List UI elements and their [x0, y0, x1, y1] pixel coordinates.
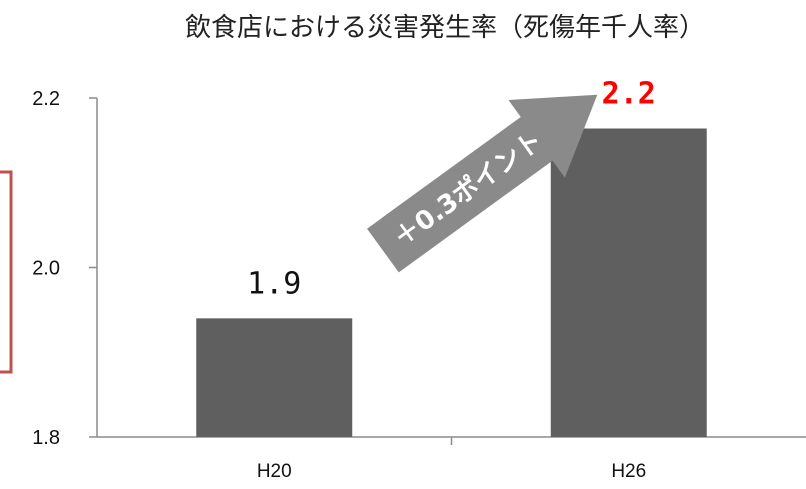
- arrow-annotation-label: ＋0.3ポイント: [388, 125, 549, 254]
- data-label-h20: 1.9: [247, 266, 301, 301]
- x-category-label: H20: [257, 461, 292, 482]
- bar-h20: [196, 318, 353, 437]
- y-tick-label: 2.0: [32, 258, 60, 280]
- data-label-h26: 2.2: [602, 77, 656, 112]
- y-tick-label: 2.2: [32, 88, 60, 110]
- arrow-shape: [367, 94, 598, 273]
- y-tick-label: 1.8: [32, 427, 60, 449]
- bar-h26: [550, 128, 707, 437]
- x-category-label: H26: [611, 461, 646, 482]
- side-box-frame: [0, 170, 13, 374]
- chart-title: 飲食店における災害発生率（死傷年千人率）: [185, 13, 705, 43]
